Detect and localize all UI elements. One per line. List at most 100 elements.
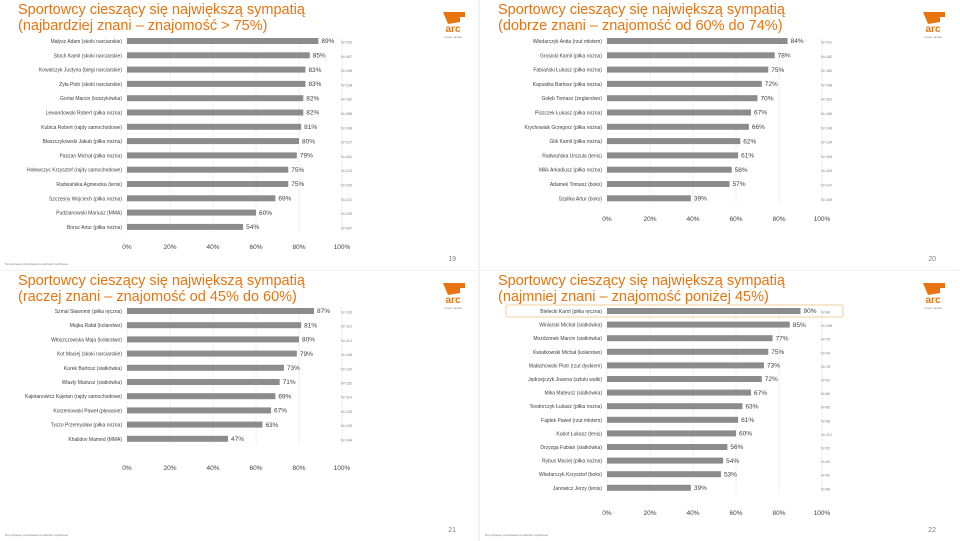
category-label: Kurek Bartosz (siatkówka): [64, 366, 122, 372]
page-number: 22: [928, 527, 936, 534]
tick-label: 80%: [772, 216, 785, 223]
bar: [127, 209, 256, 216]
value-label: 79%: [300, 153, 313, 160]
value-label: 60%: [259, 210, 272, 217]
footnote: Na wykresie przedstawiono wartości top2b…: [5, 262, 69, 266]
tick-label: 0%: [602, 510, 612, 517]
logo-text: arc: [925, 24, 940, 35]
sample-size-label: N=88: [821, 419, 830, 423]
bar-chart: 0% 20% 40% 60% 80% 100% Małysz Adam (skoki nar…: [27, 37, 352, 251]
bar: [607, 389, 752, 396]
logo-text: arc: [445, 24, 460, 35]
tick-label: 20%: [163, 244, 176, 251]
title-line: Sportowcy cieszący się największą sympat…: [18, 2, 305, 18]
tick-label: 40%: [206, 465, 219, 472]
tick-label: 20%: [643, 510, 656, 517]
logo-text: arc: [925, 295, 940, 306]
value-label: 75%: [291, 167, 304, 174]
sample-size-label: N=246: [341, 126, 352, 130]
sample-size-label: N=209: [341, 212, 352, 216]
sample-size-label: N=202: [341, 41, 352, 45]
sample-size-label: N=227: [341, 141, 352, 145]
category-label: Radwańska Urszula (tenis): [542, 153, 602, 159]
category-label: Lewandowski Robert (piłka nożna): [46, 111, 123, 117]
bar: [127, 38, 319, 44]
sample-size-label: N=114: [341, 396, 352, 400]
bar-chart: 0% 20% 40% 60% 80% 100% Włodarczyk Anita (rzut…: [524, 37, 832, 223]
bar: [127, 364, 284, 371]
category-label: Fabiański Łukasz (piłka nożna): [533, 68, 602, 74]
value-label: 85%: [793, 322, 806, 329]
value-label: 47%: [231, 436, 244, 443]
category-label: Włodarczyk Krzysztof (boks): [539, 472, 602, 478]
bar: [127, 166, 289, 173]
sample-size-label: N=136: [341, 353, 352, 357]
sample-size-label: N=186: [821, 112, 832, 116]
value-label: 80%: [302, 337, 315, 344]
tick-label: 20%: [163, 465, 176, 472]
sample-size-label: N=281: [341, 155, 352, 159]
bar: [127, 393, 276, 400]
sample-size-label: N=286: [341, 112, 352, 116]
category-label: Milik Arkadiusz (piłka nożna): [539, 168, 602, 174]
bar-chart: 0% 20% 40% 60% 80% 100% Bielecki Karol (piłka …: [505, 304, 844, 517]
category-label: Błaszczykowski Jakub (piłka nożna): [43, 139, 123, 145]
value-label: 57%: [733, 181, 746, 188]
bar: [127, 80, 306, 87]
bar: [607, 181, 730, 187]
value-label: 71%: [283, 379, 296, 386]
value-label: 39%: [694, 196, 707, 203]
bar: [607, 444, 728, 450]
bar: [607, 403, 743, 410]
category-label: Gołęb Tomasz (żeglarstwo): [542, 96, 603, 102]
value-label: 62%: [743, 138, 756, 145]
sample-size-label: N=188: [821, 83, 832, 87]
tick-label: 80%: [292, 465, 305, 472]
category-label: Tyszo Przemysław (piłka nożna): [51, 423, 123, 429]
subtitle-line: (najbardziej znani – znajomość > 75%): [18, 18, 268, 34]
slide-20: Sportowcy cieszący się największą sympat…: [480, 0, 958, 270]
tick-label: 40%: [686, 216, 699, 223]
value-label: 77%: [776, 335, 789, 342]
value-label: 80%: [302, 138, 315, 145]
value-label: 81%: [304, 124, 317, 131]
sample-size-label: N=287: [341, 226, 352, 230]
tick-label: 60%: [729, 510, 742, 517]
tick-label: 40%: [686, 510, 699, 517]
category-label: Pudzianowski Mariusz (MMA): [56, 211, 122, 217]
sample-size-label: N=134: [821, 141, 832, 145]
category-label: Małachowski Piotr (rzut dyskiem): [529, 363, 602, 369]
bar: [127, 379, 280, 385]
category-label: Paszan Michał (piłka nożna): [59, 153, 122, 159]
bar: [127, 421, 263, 428]
category-label: Hołowczyc Krzysztof (rajdy samochodowe): [27, 168, 122, 174]
slide-title: Sportowcy cieszący się największą sympat…: [18, 2, 305, 34]
category-label: Kajetanowicz Kajetan (rajdy samochodowe): [25, 394, 122, 400]
sample-size-label: N=94: [821, 351, 830, 355]
sample-size-label: N=112: [821, 433, 832, 437]
bar: [127, 308, 315, 314]
tick-label: 60%: [729, 216, 742, 223]
bar: [127, 435, 229, 442]
value-label: 54%: [726, 458, 739, 465]
value-label: 89%: [321, 38, 334, 45]
category-label: Bielecki Karol (piłka ręczna): [540, 309, 602, 315]
sample-size-label: N=84: [821, 460, 830, 464]
sample-size-label: N=82: [821, 474, 830, 478]
category-label: Majka Rafał (kolarstwo): [70, 323, 123, 329]
bar: [607, 335, 773, 342]
title-line: Sportowcy cieszący się największą sympat…: [18, 273, 305, 289]
bar: [607, 52, 775, 59]
bar: [127, 52, 310, 59]
category-label: Kot Maciej (skoki narciarskie): [57, 352, 122, 358]
sample-size-label: N=106: [821, 324, 832, 328]
category-label: Jędrzejczyk Joanna (sztuki walki): [528, 377, 602, 383]
value-label: 84%: [791, 38, 804, 45]
sample-size-label: N=132: [341, 367, 352, 371]
bar: [127, 95, 304, 102]
subtitle-line: (najmniej znani – znajomość poniżej 45%): [498, 289, 769, 305]
value-label: 75%: [771, 349, 784, 356]
value-label: 63%: [265, 422, 278, 429]
title-line: Sportowcy cieszący się największą sympat…: [498, 2, 785, 18]
tick-label: 20%: [643, 216, 656, 223]
